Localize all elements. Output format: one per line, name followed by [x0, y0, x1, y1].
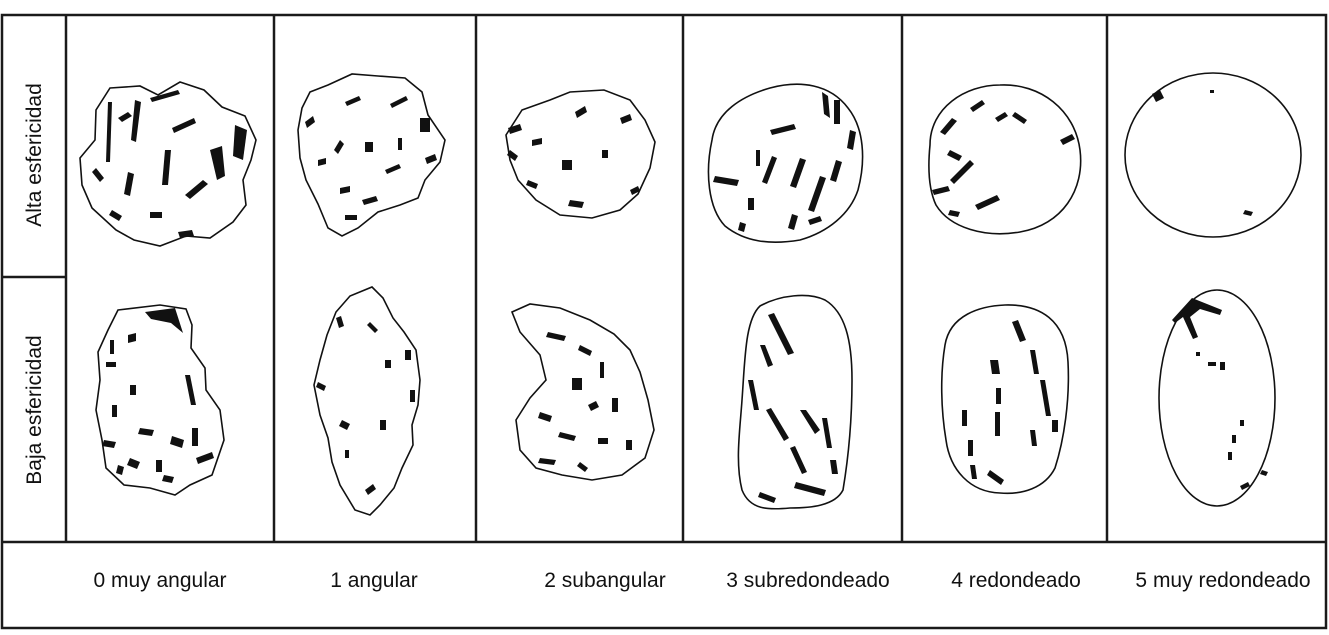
grain-rounded-high-sphericity — [928, 84, 1082, 235]
grain-angular-low-sphericity — [313, 286, 421, 516]
grain-subangular-low-sphericity — [510, 303, 655, 481]
grain-well-rounded-high-sphericity — [1124, 72, 1302, 238]
column-label-subangular: 2 subangular — [544, 569, 666, 592]
column-label-angular: 1 angular — [330, 569, 418, 592]
grain-rounded-low-sphericity — [940, 304, 1070, 495]
column-label-well-rounded: 5 muy redondeado — [1135, 569, 1311, 592]
grid-lines — [0, 13, 1328, 630]
grain-subangular-high-sphericity — [505, 89, 656, 219]
grain-subrounded-high-sphericity — [707, 83, 864, 244]
row-label-high-sphericity: Alta esfericidad — [23, 83, 46, 227]
column-label-rounded: 4 redondeado — [951, 569, 1081, 592]
row-label-low-sphericity: Baja esfericidad — [23, 335, 46, 485]
grain-angular-high-sphericity — [297, 73, 446, 237]
column-label-subrounded: 3 subredondeado — [726, 569, 890, 592]
grain-well-rounded-low-sphericity — [1158, 289, 1276, 507]
grain-very-angular-low-sphericity — [95, 304, 225, 496]
grain-subrounded-low-sphericity — [737, 294, 853, 510]
column-label-very-angular: 0 muy angular — [93, 569, 227, 592]
shadow-marks — [92, 90, 1268, 503]
